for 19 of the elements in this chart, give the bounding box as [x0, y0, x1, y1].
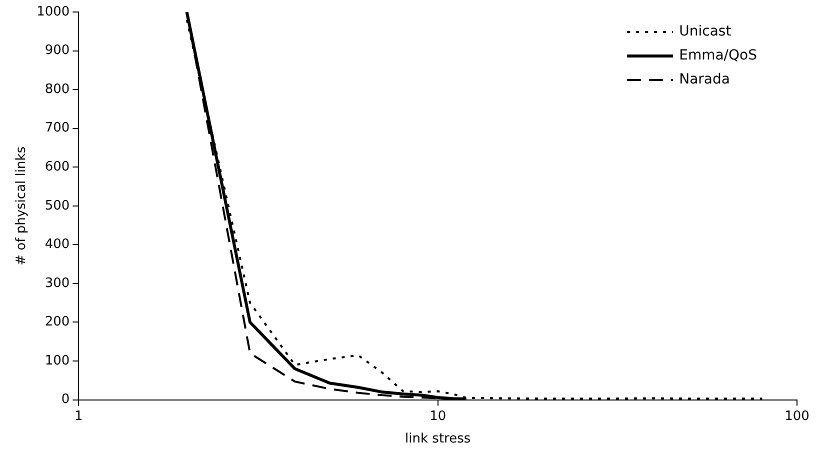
- y-tick-label: 500: [44, 198, 70, 214]
- y-tick-label: 800: [44, 82, 70, 97]
- y-axis-title: # of physical links: [14, 146, 30, 266]
- y-tick-label: 400: [44, 237, 70, 252]
- y-tick-label: 200: [44, 314, 70, 330]
- legend-label: Emma/QoS: [679, 48, 758, 64]
- x-tick-label: 1: [74, 408, 83, 424]
- legend-label: Narada: [679, 72, 730, 88]
- y-tick-label: 300: [44, 276, 70, 291]
- legend-label: Unicast: [679, 24, 732, 40]
- y-tick-label: 700: [44, 120, 70, 136]
- y-tick-label: 600: [44, 159, 70, 174]
- x-tick-label: 10: [430, 408, 446, 424]
- y-tick-label: 900: [44, 43, 70, 58]
- y-tick-label: 100: [44, 353, 70, 368]
- y-tick-label: 1000: [36, 4, 70, 20]
- y-tick-label: 0: [61, 392, 70, 408]
- x-tick-label: 100: [784, 408, 810, 424]
- x-axis-title: link stress: [405, 432, 471, 447]
